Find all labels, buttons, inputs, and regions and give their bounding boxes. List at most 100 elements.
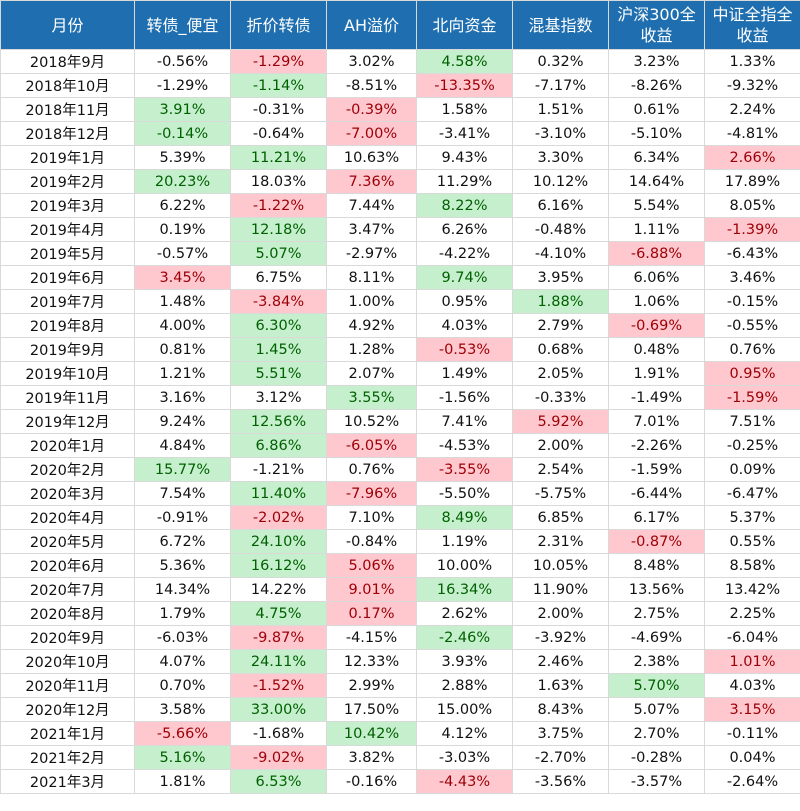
cell-csi300-total-return[interactable]: -3.57% — [608, 769, 705, 794]
cell-northbound-funds[interactable]: 9.74% — [416, 265, 513, 290]
cell-month[interactable]: 2019年2月 — [0, 169, 135, 194]
cell-csi-all-total-return[interactable]: 7.51% — [704, 409, 800, 434]
cell-northbound-funds[interactable]: -4.22% — [416, 241, 513, 266]
cell-hybrid-fund-index[interactable]: 2.54% — [512, 457, 609, 482]
cell-csi300-total-return[interactable]: -0.87% — [608, 529, 705, 554]
cell-month[interactable]: 2020年7月 — [0, 577, 135, 602]
header-ah-premium[interactable]: AH溢价 — [326, 0, 417, 50]
cell-month[interactable]: 2019年8月 — [0, 313, 135, 338]
cell-northbound-funds[interactable]: 4.58% — [416, 49, 513, 74]
header-csi-all-total-return[interactable]: 中证全指全收益 — [704, 0, 800, 50]
cell-northbound-funds[interactable]: 3.93% — [416, 649, 513, 674]
cell-discount-convertibles[interactable]: 16.12% — [230, 553, 327, 578]
cell-csi-all-total-return[interactable]: -1.59% — [704, 385, 800, 410]
cell-hybrid-fund-index[interactable]: 2.00% — [512, 433, 609, 458]
cell-ah-premium[interactable]: -4.15% — [326, 625, 417, 650]
cell-month[interactable]: 2020年8月 — [0, 601, 135, 626]
cell-discount-convertibles[interactable]: 6.75% — [230, 265, 327, 290]
cell-ah-premium[interactable]: -2.97% — [326, 241, 417, 266]
cell-csi300-total-return[interactable]: -6.44% — [608, 481, 705, 506]
cell-discount-convertibles[interactable]: -1.14% — [230, 73, 327, 98]
cell-month[interactable]: 2021年3月 — [0, 769, 135, 794]
cell-ah-premium[interactable]: 10.52% — [326, 409, 417, 434]
cell-csi-all-total-return[interactable]: 0.76% — [704, 337, 800, 362]
cell-discount-convertibles[interactable]: 12.56% — [230, 409, 327, 434]
cell-hybrid-fund-index[interactable]: 8.43% — [512, 697, 609, 722]
cell-cheap-convertibles[interactable]: 3.91% — [134, 97, 231, 122]
cell-northbound-funds[interactable]: 6.26% — [416, 217, 513, 242]
cell-csi300-total-return[interactable]: 5.54% — [608, 193, 705, 218]
cell-discount-convertibles[interactable]: 33.00% — [230, 697, 327, 722]
cell-discount-convertibles[interactable]: -1.68% — [230, 721, 327, 746]
cell-northbound-funds[interactable]: -3.03% — [416, 745, 513, 770]
cell-hybrid-fund-index[interactable]: -2.70% — [512, 745, 609, 770]
cell-csi-all-total-return[interactable]: 0.95% — [704, 361, 800, 386]
cell-discount-convertibles[interactable]: 1.45% — [230, 337, 327, 362]
cell-northbound-funds[interactable]: 8.22% — [416, 193, 513, 218]
cell-month[interactable]: 2018年11月 — [0, 97, 135, 122]
cell-csi300-total-return[interactable]: 3.23% — [608, 49, 705, 74]
cell-ah-premium[interactable]: 3.02% — [326, 49, 417, 74]
cell-csi300-total-return[interactable]: 7.01% — [608, 409, 705, 434]
cell-hybrid-fund-index[interactable]: -5.75% — [512, 481, 609, 506]
cell-month[interactable]: 2020年12月 — [0, 697, 135, 722]
cell-northbound-funds[interactable]: -4.53% — [416, 433, 513, 458]
cell-csi-all-total-return[interactable]: -4.81% — [704, 121, 800, 146]
cell-csi-all-total-return[interactable]: 4.03% — [704, 673, 800, 698]
cell-cheap-convertibles[interactable]: -0.91% — [134, 505, 231, 530]
cell-cheap-convertibles[interactable]: 3.58% — [134, 697, 231, 722]
cell-cheap-convertibles[interactable]: 4.84% — [134, 433, 231, 458]
cell-discount-convertibles[interactable]: 5.07% — [230, 241, 327, 266]
cell-cheap-convertibles[interactable]: 1.48% — [134, 289, 231, 314]
cell-ah-premium[interactable]: 7.36% — [326, 169, 417, 194]
cell-month[interactable]: 2018年12月 — [0, 121, 135, 146]
cell-ah-premium[interactable]: 0.17% — [326, 601, 417, 626]
cell-northbound-funds[interactable]: 15.00% — [416, 697, 513, 722]
cell-csi300-total-return[interactable]: 13.56% — [608, 577, 705, 602]
cell-month[interactable]: 2019年6月 — [0, 265, 135, 290]
cell-discount-convertibles[interactable]: 6.30% — [230, 313, 327, 338]
cell-ah-premium[interactable]: 3.55% — [326, 385, 417, 410]
cell-month[interactable]: 2021年1月 — [0, 721, 135, 746]
cell-hybrid-fund-index[interactable]: 5.92% — [512, 409, 609, 434]
header-northbound-funds[interactable]: 北向资金 — [416, 0, 513, 50]
cell-csi-all-total-return[interactable]: -6.04% — [704, 625, 800, 650]
cell-ah-premium[interactable]: 4.92% — [326, 313, 417, 338]
cell-cheap-convertibles[interactable]: 7.54% — [134, 481, 231, 506]
cell-month[interactable]: 2019年9月 — [0, 337, 135, 362]
cell-ah-premium[interactable]: 2.99% — [326, 673, 417, 698]
cell-discount-convertibles[interactable]: 6.53% — [230, 769, 327, 794]
cell-discount-convertibles[interactable]: -1.21% — [230, 457, 327, 482]
cell-csi300-total-return[interactable]: 2.70% — [608, 721, 705, 746]
cell-discount-convertibles[interactable]: -9.02% — [230, 745, 327, 770]
header-discount-convertibles[interactable]: 折价转债 — [230, 0, 327, 50]
cell-month[interactable]: 2020年9月 — [0, 625, 135, 650]
cell-ah-premium[interactable]: 3.82% — [326, 745, 417, 770]
cell-ah-premium[interactable]: -0.39% — [326, 97, 417, 122]
cell-discount-convertibles[interactable]: 18.03% — [230, 169, 327, 194]
cell-cheap-convertibles[interactable]: -0.14% — [134, 121, 231, 146]
cell-hybrid-fund-index[interactable]: -3.10% — [512, 121, 609, 146]
cell-discount-convertibles[interactable]: 11.21% — [230, 145, 327, 170]
cell-csi300-total-return[interactable]: 1.06% — [608, 289, 705, 314]
cell-hybrid-fund-index[interactable]: -0.48% — [512, 217, 609, 242]
cell-csi300-total-return[interactable]: -0.28% — [608, 745, 705, 770]
cell-month[interactable]: 2020年4月 — [0, 505, 135, 530]
cell-csi300-total-return[interactable]: -5.10% — [608, 121, 705, 146]
cell-discount-convertibles[interactable]: 12.18% — [230, 217, 327, 242]
cell-northbound-funds[interactable]: 10.00% — [416, 553, 513, 578]
cell-discount-convertibles[interactable]: -9.87% — [230, 625, 327, 650]
cell-cheap-convertibles[interactable]: 3.16% — [134, 385, 231, 410]
cell-hybrid-fund-index[interactable]: 10.12% — [512, 169, 609, 194]
cell-csi-all-total-return[interactable]: 1.01% — [704, 649, 800, 674]
cell-discount-convertibles[interactable]: 11.40% — [230, 481, 327, 506]
cell-month[interactable]: 2019年1月 — [0, 145, 135, 170]
cell-csi300-total-return[interactable]: 5.07% — [608, 697, 705, 722]
cell-cheap-convertibles[interactable]: 5.36% — [134, 553, 231, 578]
cell-csi300-total-return[interactable]: 0.48% — [608, 337, 705, 362]
cell-discount-convertibles[interactable]: -1.52% — [230, 673, 327, 698]
cell-month[interactable]: 2019年4月 — [0, 217, 135, 242]
cell-discount-convertibles[interactable]: -2.02% — [230, 505, 327, 530]
cell-northbound-funds[interactable]: -5.50% — [416, 481, 513, 506]
cell-ah-premium[interactable]: -0.84% — [326, 529, 417, 554]
